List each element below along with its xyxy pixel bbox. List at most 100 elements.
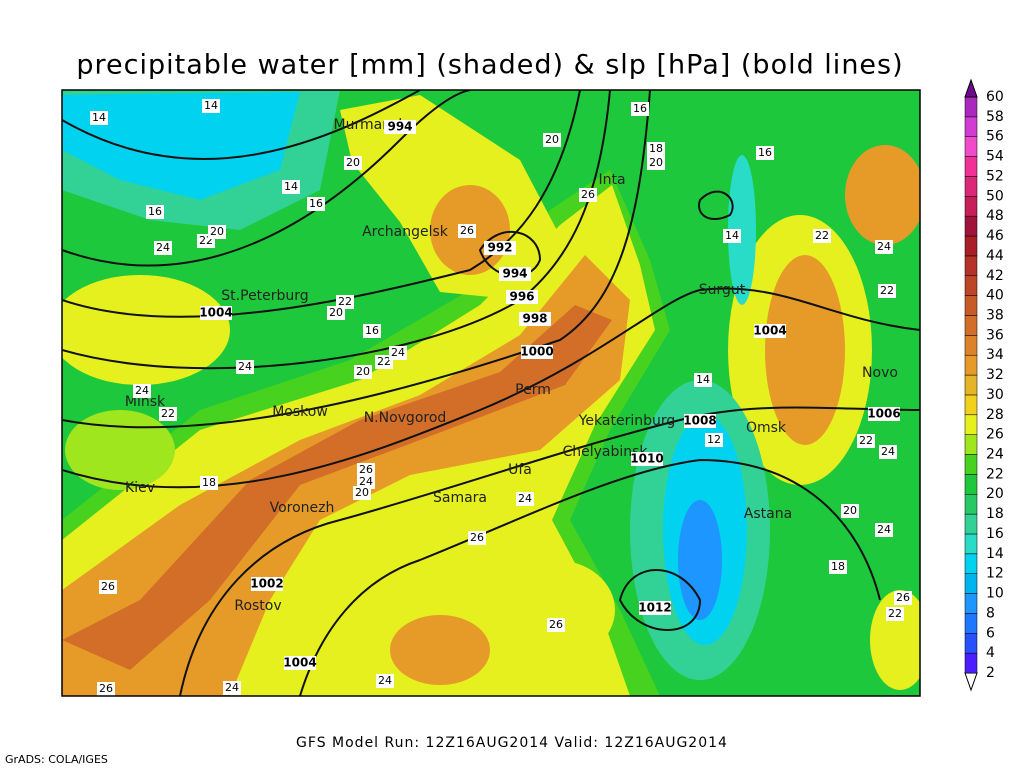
slp-label: 1006 (867, 407, 900, 421)
pw-label: 22 (375, 355, 393, 369)
colorbar-label: 38 (986, 307, 1004, 323)
shading (62, 305, 612, 670)
pw-label: 14 (284, 180, 298, 193)
pw-label: 26 (896, 591, 910, 604)
pw-label: 24 (875, 523, 893, 537)
label-box (857, 434, 875, 448)
colorbar-box (964, 613, 978, 634)
pw-label: 20 (329, 306, 343, 319)
colorbar-label: 10 (986, 586, 1004, 602)
shading (870, 590, 920, 690)
pw-label: 20 (210, 225, 224, 238)
slp-label: 1006 (867, 407, 901, 421)
pw-label: 24 (154, 241, 172, 255)
slp-label: 1004 (199, 306, 232, 320)
footer: GFS Model Run: 12Z16AUG2014 Valid: 12Z16… (296, 735, 728, 751)
colorbar-label: 22 (986, 466, 1004, 482)
slp-label: 1002 (250, 577, 283, 591)
colorbar-label: 28 (986, 407, 1004, 423)
city-label: Kiev (125, 480, 155, 496)
pw-label: 26 (581, 188, 595, 201)
isobar (698, 190, 734, 220)
credit: GrADS: COLA/IGES (5, 753, 108, 766)
pw-label: 14 (204, 99, 218, 112)
isobar (299, 458, 881, 696)
label-box (886, 607, 904, 621)
pw-label: 20 (843, 504, 857, 517)
pw-label: 16 (309, 197, 323, 210)
isobar (62, 90, 471, 267)
pw-label: 24 (516, 492, 534, 506)
pw-label: 12 (705, 433, 723, 447)
slp-label: 994 (502, 267, 527, 281)
pw-label: 24 (877, 523, 891, 536)
city-label: Perm (515, 382, 551, 398)
colorbar-box (964, 295, 978, 316)
city-label: Surgut (699, 282, 746, 298)
pw-label: 12 (707, 433, 721, 446)
pw-label: 20 (208, 225, 226, 239)
pw-label: 26 (101, 580, 115, 593)
label-box (579, 188, 597, 202)
pw-label: 18 (649, 142, 663, 155)
label-box (458, 224, 476, 238)
colorbar-box (964, 215, 978, 237)
label-box (841, 504, 859, 518)
pw-label: 20 (545, 133, 559, 146)
colorbar-label: 14 (986, 546, 1004, 562)
pw-label: 22 (886, 607, 904, 621)
colorbar-box (964, 335, 978, 356)
map-frame (61, 89, 921, 697)
shading (65, 410, 175, 490)
pw-label: 26 (470, 531, 484, 544)
pw-label: 26 (549, 618, 563, 631)
pw-label: 24 (135, 384, 149, 397)
colorbar-label: 6 (986, 625, 995, 641)
isobar (478, 231, 542, 277)
pw-label: 26 (894, 591, 912, 605)
label-box (647, 156, 665, 170)
colorbar-label: 26 (986, 427, 1004, 443)
slp-label: 1004 (753, 324, 786, 338)
slp-label: 1004 (283, 656, 316, 670)
label-box (327, 306, 345, 320)
label-box (146, 205, 164, 219)
label-box (336, 295, 354, 309)
pw-label: 18 (202, 476, 216, 489)
label-box (878, 284, 896, 298)
isobar (618, 569, 702, 631)
pw-label: 24 (376, 674, 394, 688)
colorbar-label: 18 (986, 506, 1004, 522)
pw-label: 20 (649, 156, 663, 169)
pw-label: 20 (354, 365, 372, 379)
pw-label: 22 (878, 284, 896, 298)
label-box (875, 240, 893, 254)
slp-label: 994 (499, 267, 531, 281)
shading (678, 500, 722, 620)
pw-label: 20 (841, 504, 859, 518)
colorbar-label: 52 (986, 168, 1004, 184)
pw-label: 22 (336, 295, 354, 309)
shading (62, 92, 300, 200)
colorbar-box (964, 434, 978, 455)
colorbar-label: 40 (986, 288, 1004, 304)
pw-label: 16 (633, 102, 647, 115)
label-box (499, 267, 531, 281)
pw-label: 20 (344, 156, 362, 170)
slp-label: 1010 (630, 452, 664, 466)
slp-label: 998 (522, 312, 547, 326)
colorbar-box (964, 553, 978, 574)
label-box (344, 156, 362, 170)
colorbar-box (964, 255, 978, 277)
colorbar-label: 12 (986, 566, 1004, 582)
slp-label: 996 (506, 290, 538, 304)
label-box (639, 601, 671, 615)
colorbar-box (964, 454, 978, 475)
pw-label: 16 (756, 146, 774, 160)
label-box (519, 312, 551, 326)
pw-label: 14 (92, 111, 106, 124)
label-box (868, 407, 900, 421)
isobar (62, 90, 581, 318)
title: precipitable water [mm] (shaded) & slp [… (76, 50, 903, 81)
